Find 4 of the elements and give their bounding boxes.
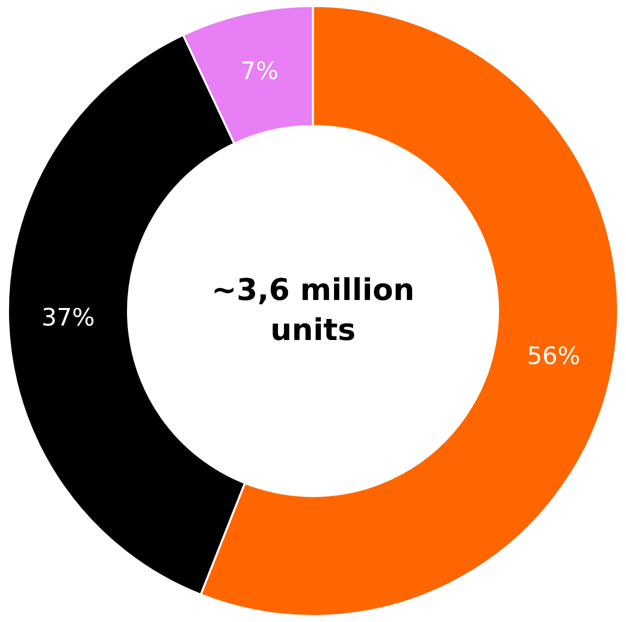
data-label: 7% <box>240 56 279 85</box>
text: ~3,6 million units <box>211 273 415 348</box>
data-label: 56% <box>526 342 580 370</box>
data-label: 37% <box>41 304 95 332</box>
